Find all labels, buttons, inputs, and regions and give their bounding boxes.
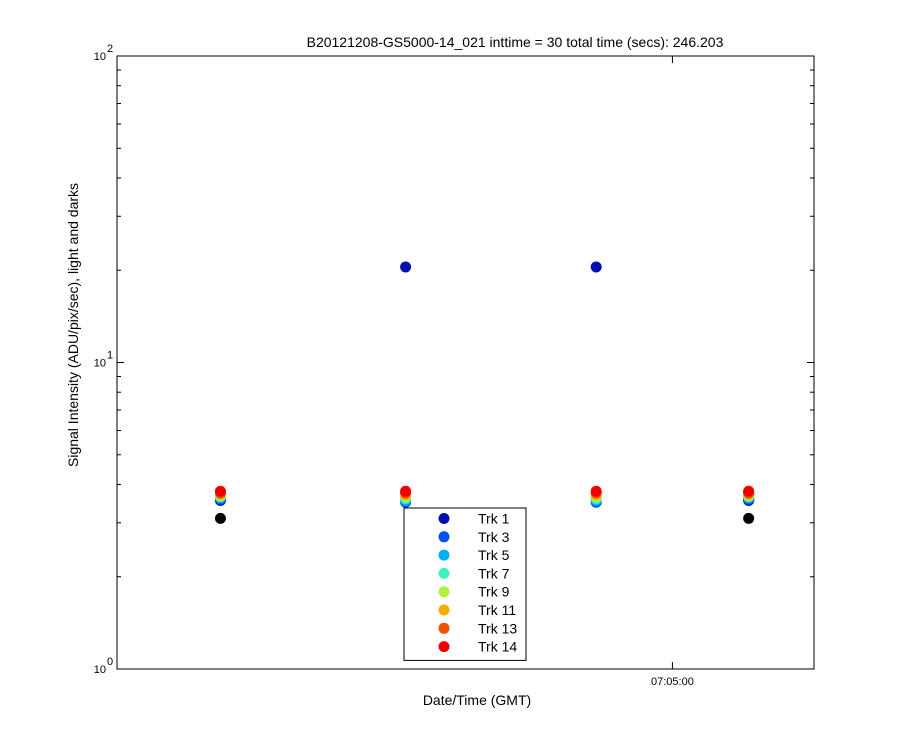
data-points <box>214 261 755 524</box>
legend-marker-trk-9 <box>438 586 450 598</box>
legend-marker-trk-14 <box>438 641 450 653</box>
point-trk-1 <box>590 261 602 273</box>
y-tick-label-base: 10 <box>94 664 106 676</box>
point-trk-1 <box>400 261 412 273</box>
legend-label-trk-13: Trk 13 <box>478 620 517 636</box>
minor-ticks <box>117 69 814 578</box>
legend-marker-trk-1 <box>438 513 450 524</box>
x-tick-labels: 07:05:00 <box>651 56 694 688</box>
y-axis-title: Signal Intensity (ADU/pix/sec), light an… <box>65 183 81 467</box>
legend-label-trk-14: Trk 14 <box>478 639 517 655</box>
legend-marker-trk-7 <box>438 567 450 579</box>
legend-label-trk-9: Trk 9 <box>478 584 510 600</box>
x-axis-title: Date/Time (GMT) <box>423 692 531 708</box>
legend-label-trk-3: Trk 3 <box>478 529 510 545</box>
point-trk-14 <box>400 485 412 497</box>
y-tick-label-exponent: 2 <box>107 43 113 55</box>
legend-label-trk-11: Trk 11 <box>478 602 516 618</box>
legend-label-trk-7: Trk 7 <box>478 565 510 581</box>
chart-title: B20121208-GS5000-14_021 inttime = 30 tot… <box>307 34 724 50</box>
legend-label-trk-5: Trk 5 <box>478 547 510 563</box>
y-tick-label-exponent: 0 <box>107 656 113 668</box>
legend-box <box>403 507 527 661</box>
legend-marker-trk-5 <box>438 549 450 561</box>
dark-point <box>743 512 755 524</box>
point-trk-14 <box>590 485 602 497</box>
y-tick-label-base: 10 <box>94 358 106 370</box>
point-trk-14 <box>743 485 755 497</box>
legend: Trk 1 Trk 3 Trk 5 Trk 7 Trk 9 Trk 11 Trk 13 Trk… <box>403 507 527 661</box>
legend-marker-trk-11 <box>438 604 450 616</box>
dark-point <box>214 512 226 524</box>
x-tick-label: 07:05:00 <box>651 676 694 688</box>
legend-label-trk-1: Trk 1 <box>478 511 510 527</box>
point-trk-14 <box>214 485 226 497</box>
y-tick-label-base: 10 <box>94 51 106 63</box>
legend-marker-trk-3 <box>438 531 450 543</box>
y-tick-label-exponent: 1 <box>107 350 113 362</box>
legend-marker-trk-13 <box>438 622 450 634</box>
